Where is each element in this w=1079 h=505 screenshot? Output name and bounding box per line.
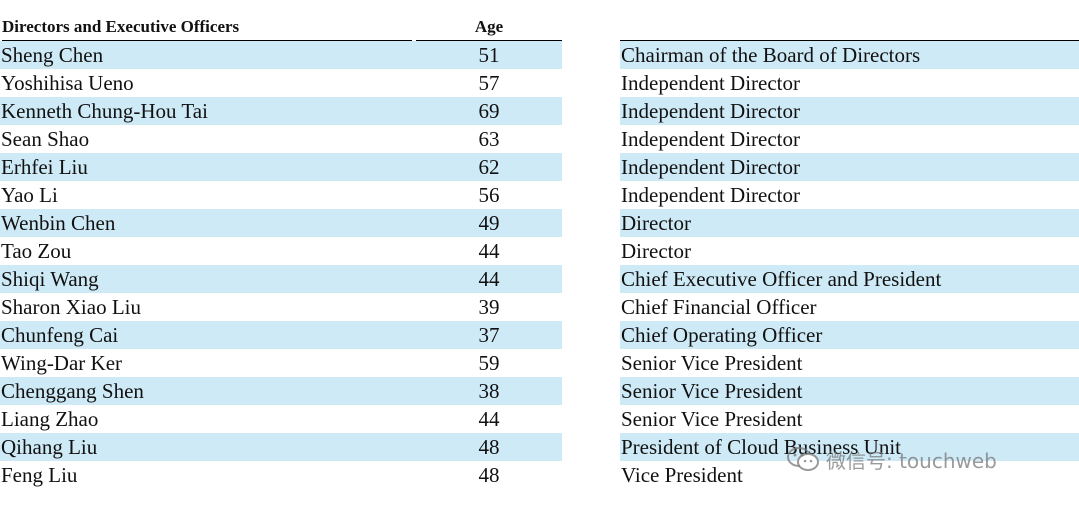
cell-age: 62 (478, 155, 500, 179)
table-row: Chenggang Shen 38 Senior Vice President (0, 377, 1079, 405)
header-directors-officers: Directors and Executive Officers (2, 14, 412, 42)
cell-name: Yoshihisa Ueno (1, 71, 134, 95)
cell-age: 44 (478, 267, 500, 291)
table-body: Sheng Chen 51 Chairman of the Board of Dir… (0, 41, 1079, 489)
cell-position: Vice President (621, 463, 743, 487)
cell-position: Chief Financial Officer (621, 295, 817, 319)
header-age: Age (416, 14, 562, 42)
cell-position: Independent Director (621, 127, 801, 151)
cell-position: Chairman of the Board of Directors (621, 43, 921, 67)
cell-name: Tao Zou (1, 239, 72, 263)
table-row: Sean Shao 63 Independent Director (0, 125, 1079, 153)
table-row: Chunfeng Cai 37 Chief Operating Officer (0, 321, 1079, 349)
cell-name: Yao Li (1, 183, 58, 207)
cell-name: Kenneth Chung-Hou Tai (1, 99, 208, 123)
cell-name: Chenggang Shen (1, 379, 144, 403)
watermark-text: 微信号: touchweb (826, 448, 997, 473)
cell-position: Chief Operating Officer (621, 323, 823, 347)
cell-age: 56 (478, 183, 500, 207)
cell-position: Independent Director (621, 155, 801, 179)
header-position (620, 14, 1079, 42)
cell-age: 49 (478, 211, 500, 235)
table-row: Tao Zou 44 Director (0, 237, 1079, 265)
cell-age: 59 (478, 351, 500, 375)
table-row: Shiqi Wang 44 Chief Executive Officer and … (0, 265, 1079, 293)
table-row: Erhfei Liu 62 Independent Director (0, 153, 1079, 181)
cell-position: Senior Vice President (621, 379, 803, 403)
cell-position: Independent Director (621, 71, 801, 95)
wechat-icon (787, 447, 819, 471)
cell-age: 69 (478, 99, 500, 123)
table-row: Qihang Liu 48 President of Cloud Business … (0, 433, 1079, 461)
cell-name: Sheng Chen (1, 43, 104, 67)
cell-name: Chunfeng Cai (1, 323, 119, 347)
cell-age: 44 (478, 407, 500, 431)
cell-name: Sharon Xiao Liu (1, 295, 141, 319)
cell-name: Qihang Liu (1, 435, 98, 459)
table-row: Liang Zhao 44 Senior Vice President (0, 405, 1079, 433)
cell-name: Erhfei Liu (1, 155, 88, 179)
table-row: Wenbin Chen 49 Director (0, 209, 1079, 237)
cell-name: Feng Liu (1, 463, 78, 487)
cell-age: 37 (478, 323, 500, 347)
cell-name: Liang Zhao (1, 407, 99, 431)
cell-position: Independent Director (621, 99, 801, 123)
cell-age: 44 (478, 239, 500, 263)
table-row: Sharon Xiao Liu 39 Chief Financial Officer (0, 293, 1079, 321)
cell-age: 51 (478, 43, 500, 67)
cell-position: Director (621, 211, 691, 235)
cell-age: 39 (478, 295, 500, 319)
cell-position: Independent Director (621, 183, 801, 207)
cell-name: Wing-Dar Ker (1, 351, 123, 375)
cell-age: 48 (478, 435, 500, 459)
cell-age: 57 (478, 71, 500, 95)
cell-age: 38 (478, 379, 500, 403)
cell-age: 48 (478, 463, 500, 487)
watermark: 微信号: touchweb (786, 445, 997, 473)
table-row: Feng Liu 48 Vice President (0, 461, 1079, 489)
cell-name: Sean Shao (1, 127, 90, 151)
cell-position: President of Cloud Business Unit (621, 435, 902, 459)
cell-name: Shiqi Wang (1, 267, 99, 291)
cell-position: Senior Vice President (621, 351, 803, 375)
table-row: Yoshihisa Ueno 57 Independent Director (0, 69, 1079, 97)
cell-position: Chief Executive Officer and President (621, 267, 942, 291)
table-row: Kenneth Chung-Hou Tai 69 Independent Direc… (0, 97, 1079, 125)
cell-position: Senior Vice President (621, 407, 803, 431)
table-row: Yao Li 56 Independent Director (0, 181, 1079, 209)
table-row: Sheng Chen 51 Chairman of the Board of Dir… (0, 41, 1079, 69)
table-row: Wing-Dar Ker 59 Senior Vice President (0, 349, 1079, 377)
cell-name: Wenbin Chen (1, 211, 116, 235)
cell-position: Director (621, 239, 691, 263)
cell-age: 63 (478, 127, 500, 151)
